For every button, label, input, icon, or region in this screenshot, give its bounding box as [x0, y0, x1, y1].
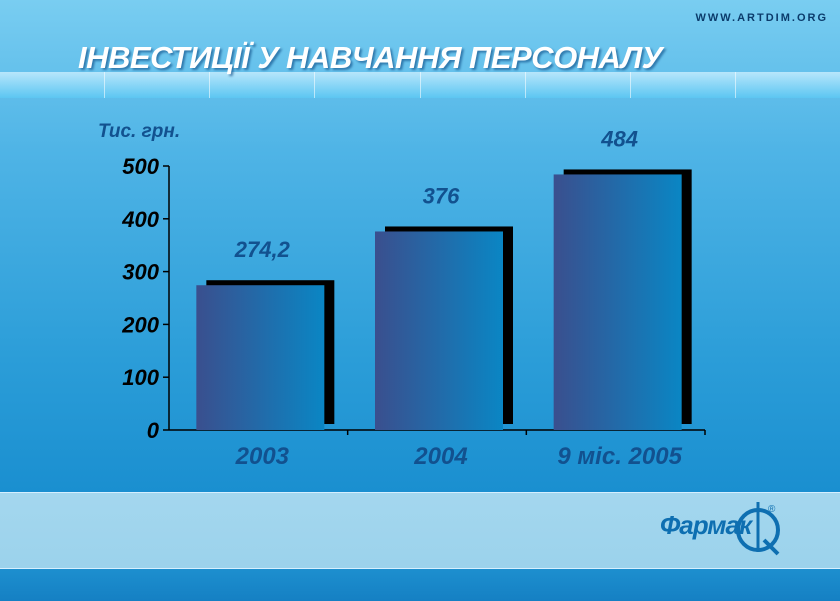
band-divider: [525, 72, 526, 98]
x-tick-label: 2004: [413, 443, 467, 470]
logo-text: Фармак: [660, 510, 752, 540]
band-divider: [314, 72, 315, 98]
site-url: WWW.ARTDIM.ORG: [695, 12, 828, 24]
bottom-bar: [0, 568, 840, 601]
registered-mark: ®: [768, 504, 776, 515]
band-divider: [630, 72, 631, 98]
y-tick-label: 0: [147, 418, 160, 443]
bar: [375, 231, 503, 430]
band-divider: [420, 72, 421, 98]
farmak-logo: ® Фармак: [660, 500, 790, 560]
data-label: 376: [423, 183, 460, 208]
x-tick-label: 2003: [235, 443, 290, 470]
bar: [553, 174, 682, 430]
band-divider: [104, 72, 105, 98]
y-tick-label: 100: [122, 365, 159, 390]
data-label: 484: [600, 126, 638, 151]
y-tick-label: 400: [121, 207, 159, 232]
bar: [196, 285, 325, 430]
farmak-logo-icon: ®: [736, 502, 780, 556]
x-tick-label: 9 міс. 2005: [557, 443, 682, 470]
y-tick-label: 500: [122, 154, 159, 179]
band-divider: [209, 72, 210, 98]
slide-title: ІНВЕСТИЦІЇ У НАВЧАННЯ ПЕРСОНАЛУ: [78, 40, 663, 75]
footer-panel: [0, 492, 840, 569]
y-axis-label: Тис. грн.: [98, 121, 180, 142]
y-tick-label: 200: [121, 312, 159, 337]
y-tick-label: 300: [122, 260, 159, 285]
data-label: 274,2: [234, 237, 291, 262]
band-divider: [735, 72, 736, 98]
